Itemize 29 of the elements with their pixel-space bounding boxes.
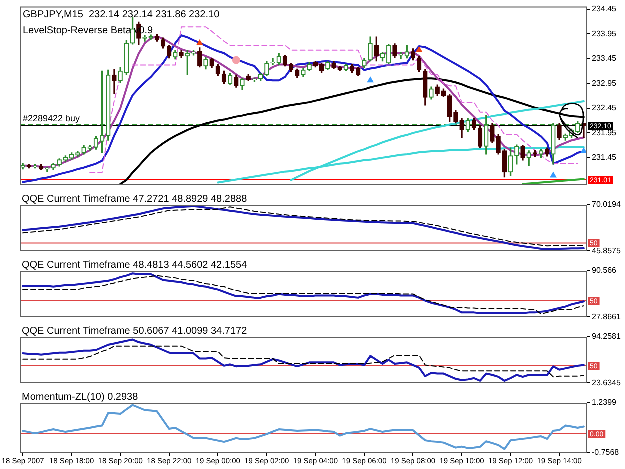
y-tick-label: 233.95 xyxy=(592,29,618,38)
chart-title: QQE Current Timeframe 47.2721 48.8929 48.2888 xyxy=(22,194,248,205)
y-tick-label: 231.45 xyxy=(592,153,618,162)
chart-title: QQE Current Timeframe 48.4813 44.5602 42.1554 xyxy=(22,260,248,271)
line-series xyxy=(22,346,584,378)
chart-title: Momentum-ZL(10) 0.2938 xyxy=(22,392,139,403)
point xyxy=(367,76,374,83)
point xyxy=(196,39,204,46)
y-tick-label: 94.2581 xyxy=(592,332,622,342)
chart-title: GBPJPY,M15 232.14 232.14 231.86 232.10 xyxy=(23,10,220,21)
y-tick-label: 45.8575 xyxy=(592,246,622,256)
y-tick-label: -0.7568 xyxy=(592,448,620,458)
point xyxy=(416,46,423,52)
y-tick-label: 90.566 xyxy=(592,266,618,276)
point xyxy=(232,56,240,64)
chart-title: QQE Current Timeframe 50.6067 41.0099 34.7172 xyxy=(22,326,248,337)
point xyxy=(580,148,588,154)
y-tick-label: 70.0194 xyxy=(592,200,622,210)
y-tick-label: 234.45 xyxy=(592,4,618,14)
ref-line-label: #2289422 buy xyxy=(23,114,81,124)
y-tick-label: 23.6345 xyxy=(592,378,622,388)
candlestick xyxy=(142,35,148,42)
y-tick-label: 232.45 xyxy=(592,104,618,113)
y-tick-label: 27.8661 xyxy=(592,312,622,322)
y-tick-label: 232.95 xyxy=(592,78,618,88)
y-tick-label: 233.45 xyxy=(592,54,618,64)
y-tick-label: 231.95 xyxy=(592,128,618,138)
y-tick-label: 1.2399 xyxy=(592,398,618,408)
point xyxy=(550,172,557,178)
